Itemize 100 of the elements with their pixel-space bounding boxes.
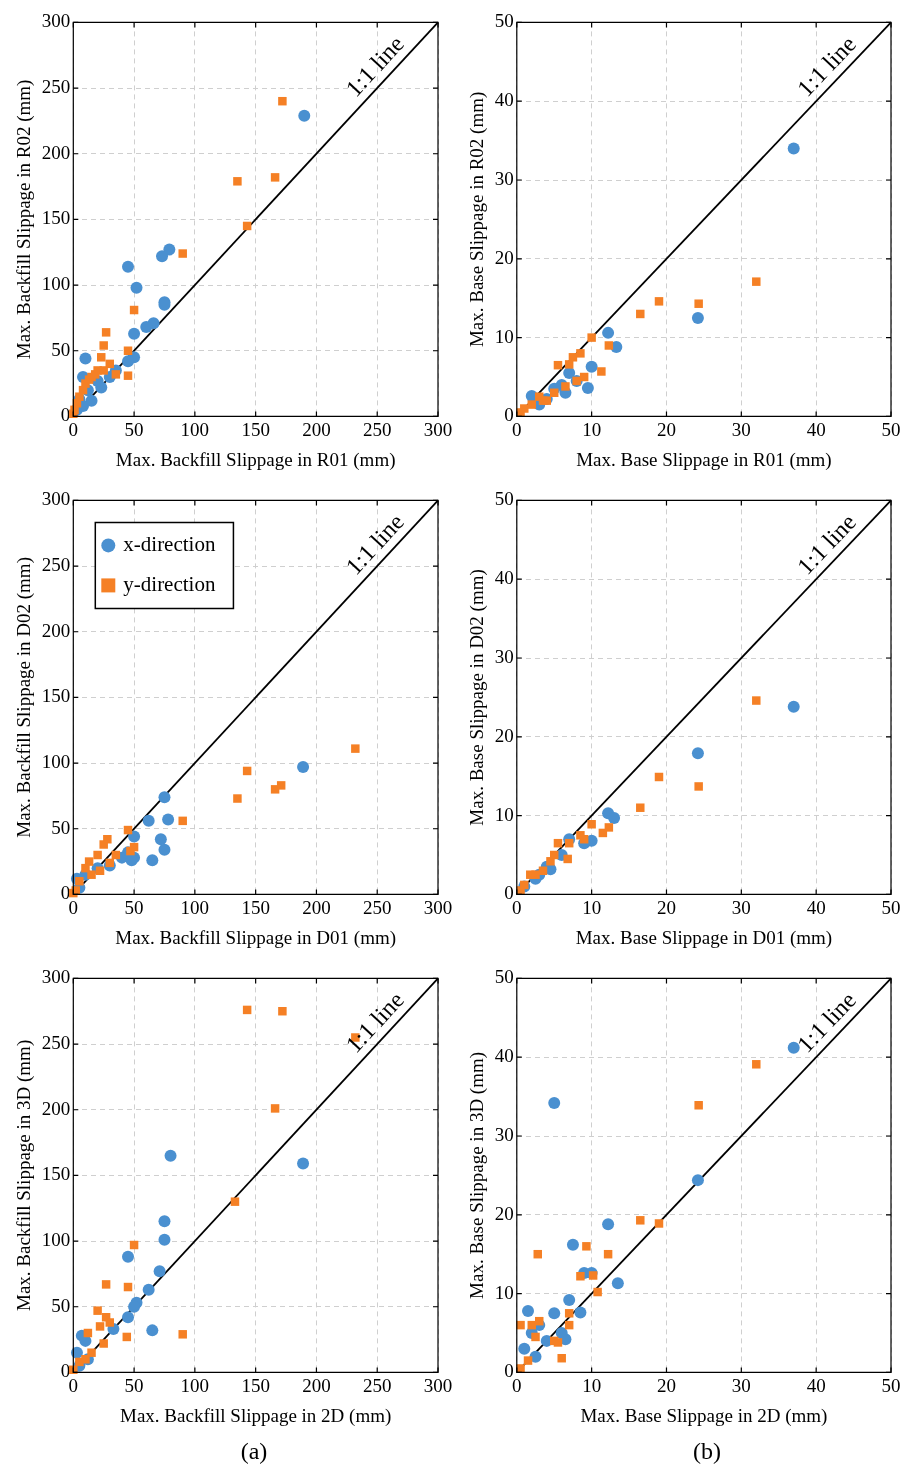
point — [297, 1157, 310, 1170]
x-tick-label: 40 — [806, 418, 826, 440]
x-tick-label: 50 — [124, 1374, 144, 1396]
x-tick-label: 30 — [731, 896, 751, 918]
point — [270, 785, 280, 794]
point — [158, 1215, 171, 1228]
point — [101, 328, 111, 337]
point — [87, 1348, 96, 1357]
point — [75, 1357, 84, 1367]
point — [99, 840, 108, 849]
x-tick-label: 50 — [124, 418, 144, 440]
x-tick-label: 100 — [180, 896, 210, 918]
x-axis-title: Max. Base Slippage in R01 (mm) — [576, 448, 832, 471]
y-tick-label: 100 — [41, 273, 71, 295]
point — [787, 142, 800, 155]
point — [561, 382, 570, 391]
point — [566, 1238, 579, 1251]
text: (b) — [692, 1438, 722, 1465]
y-tick-label: 0 — [60, 404, 71, 426]
point — [694, 299, 703, 308]
point — [546, 857, 555, 866]
legend-label: 1:1 line — [792, 30, 861, 102]
y-tick-label: 0 — [60, 1360, 71, 1382]
point — [608, 811, 621, 824]
point — [557, 1353, 566, 1363]
point — [553, 1338, 563, 1347]
x-axis-title: Max. Base Slippage in D01 (mm) — [575, 926, 833, 949]
point — [158, 843, 171, 856]
point — [90, 370, 100, 379]
y-tick-label: 30 — [494, 167, 514, 189]
y-tick-label: 150 — [41, 1163, 71, 1185]
x-tick-label: 40 — [806, 1374, 826, 1396]
point — [162, 813, 175, 826]
y-axis-title: Max. Base Slippage in D02 (mm) — [466, 569, 489, 826]
point — [230, 1197, 240, 1206]
x-tick-label: 50 — [124, 896, 144, 918]
point — [128, 1300, 141, 1313]
point — [164, 1149, 177, 1162]
y-tick-label: 30 — [494, 645, 514, 667]
x-tick-label: 300 — [423, 1374, 453, 1396]
point — [752, 277, 761, 286]
point — [787, 1041, 800, 1054]
y-tick-label: 0 — [60, 882, 71, 904]
point — [233, 177, 242, 186]
x-tick-label: 50 — [881, 1374, 901, 1396]
x-tick-label: 250 — [362, 418, 392, 440]
point — [576, 349, 585, 358]
y-tick-label: 300 — [41, 966, 71, 988]
point — [691, 1174, 704, 1187]
y-tick-label: 20 — [494, 246, 514, 268]
x-tick-label: 200 — [302, 1374, 331, 1396]
y-tick-label: 250 — [41, 1032, 71, 1054]
y-tick-label: 50 — [51, 816, 71, 838]
x-tick-label: 10 — [582, 1374, 602, 1396]
y-tick-label: 20 — [494, 1202, 514, 1224]
point — [128, 327, 141, 340]
point — [99, 341, 108, 350]
point — [122, 1250, 135, 1263]
y-tick-label: 10 — [494, 1281, 514, 1303]
point — [563, 1293, 576, 1306]
point — [585, 360, 598, 373]
point — [95, 1322, 105, 1331]
point — [128, 830, 141, 843]
y-tick-label: 50 — [494, 10, 514, 32]
x-tick-label: 20 — [656, 896, 676, 918]
y-axis-title: Max. Backfill Slippage in D02 (mm) — [13, 557, 36, 838]
point — [99, 1339, 108, 1348]
point — [602, 1218, 615, 1231]
x-tick-label: 10 — [582, 418, 602, 440]
x-tick-label: 50 — [881, 896, 901, 918]
y-tick-label: 200 — [41, 1097, 71, 1119]
point — [611, 1277, 624, 1290]
point — [574, 1306, 587, 1319]
point — [563, 854, 572, 864]
point — [122, 260, 135, 273]
point — [130, 281, 143, 294]
point — [298, 109, 311, 122]
y-tick-label: 100 — [41, 1229, 71, 1251]
y-tick-label: 250 — [41, 554, 71, 576]
point — [278, 96, 287, 106]
point — [142, 1283, 155, 1296]
point — [587, 333, 596, 342]
point — [93, 1306, 102, 1315]
point — [581, 382, 594, 395]
y-axis-title: Max. Base Slippage in 3D (mm) — [466, 1051, 489, 1299]
y-axis-title: Max. Backfill Slippage in 3D (mm) — [13, 1039, 36, 1312]
y-tick-label: 150 — [41, 685, 71, 707]
point — [79, 352, 92, 365]
y-tick-label: 50 — [494, 966, 514, 988]
point — [142, 814, 155, 827]
point — [87, 870, 96, 879]
point — [75, 877, 84, 886]
point — [178, 1330, 187, 1339]
point — [597, 367, 606, 376]
point — [587, 820, 596, 829]
x-axis-title: Max. Base Slippage in 2D (mm) — [580, 1404, 828, 1427]
point — [548, 1307, 561, 1320]
y-tick-label: 150 — [41, 207, 71, 229]
y-tick-label: 300 — [41, 10, 71, 32]
point — [636, 803, 645, 812]
